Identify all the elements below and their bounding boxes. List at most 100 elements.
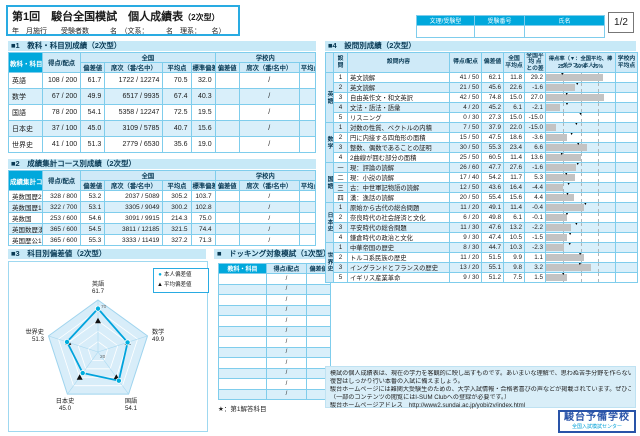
table-row: 2 英文読解 21 / 50 45.6 22.6 -1.6 ▼ <box>326 82 638 94</box>
svg-text:51.3: 51.3 <box>32 336 45 343</box>
radar-chart: 英語 61.7 数学 49.9 国語 54.1 日本史 45.0 世界史 51.3 70 20 ● 本人… <box>8 261 209 432</box>
table-row: / <box>218 357 331 369</box>
svg-text:国語: 国語 <box>125 397 137 405</box>
score-rate-bar: ▼ <box>545 92 616 104</box>
section4-title: ■4 設問別成績（2次型） <box>325 41 636 51</box>
table-row: 5 リスニング 0 / 30 27.3 15.0 -15.0 ▼ <box>326 112 638 124</box>
svg-text:英語: 英語 <box>92 280 104 288</box>
table-row: / <box>218 346 331 358</box>
table-row: 数学 1 対数の性質、ベクトルの内積 7 / 50 37.9 22.0 -15.0… <box>325 122 638 164</box>
examinee-id-table: 文理/受験型 受験番号 氏名 <box>416 15 605 38</box>
footer-line: 模試の個人成績表は、現在の学力を客観的に映し出すものです。あいまいな理解で、思わ… <box>330 370 631 377</box>
score-rate-bar: ▼ <box>545 162 616 174</box>
table-row: 国語一 現：評論の読解 26 / 60 47.7 27.6 -1.6 ▼ <box>325 162 638 204</box>
section2-title: ■2 成績集計コース別成績（2次型） <box>8 159 316 169</box>
footer-line: 駿台ホームページアドレス http://www2.sundai.ac.jp/yo… <box>330 402 526 410</box>
score-rate-bar: ▼ <box>545 192 616 204</box>
table-row: 4 鎌倉時代の政治と文化 9 / 30 47.4 10.5 -1.5 ▼ <box>326 232 638 244</box>
table-row: 英国数歴漢 365 / 600 54.5 3811 / 12185 321.5 … <box>7 223 317 235</box>
score-rate-bar: ▼ <box>545 142 616 154</box>
header-row: 教科・科目 得点/配点 偏差値 <box>218 263 331 274</box>
docking-table: 教科・科目 得点/配点 偏差値 / / / / / / / / / / / / <box>218 263 331 400</box>
score-rate-bar: ▼ <box>545 82 616 94</box>
header-row: 成績集計コース 得点/配点 全国 学校内 <box>7 170 317 191</box>
table-row: 日本史 37 / 100 45.0 3109 / 5785 40.7 15.6 … <box>7 120 317 137</box>
table-row: 三 古：中世軍記物語の読解 12 / 50 43.6 16.4 -4.4 ▼ <box>326 182 638 194</box>
header-row: 教科・科目 得点/配点 全国 学校内 <box>7 52 317 73</box>
table-row: 英数国歴1 322 / 700 53.1 3305 / 9049 300.2 1… <box>7 201 317 213</box>
footer-note: 模試の個人成績表は、現在の学力を客観的に映し出すものです。あいまいな理解で、思わ… <box>325 366 636 410</box>
table-row: 英国歴公1 365 / 600 55.3 3333 / 11419 327.2 … <box>7 234 317 246</box>
page-title: 第1回 駿台全国模試 個人成績表（2次型） <box>12 11 220 23</box>
svg-text:数学: 数学 <box>152 328 164 336</box>
table-row: 英語 108 / 200 61.7 1722 / 12274 70.5 32.0… <box>7 72 317 89</box>
id-col-name: 氏名 <box>524 15 605 26</box>
table-row: 英数国 253 / 600 54.6 3091 / 9915 214.3 75.… <box>7 212 317 224</box>
svg-text:54.1: 54.1 <box>125 405 138 412</box>
table-row: 英数国歴2 328 / 800 53.2 2037 / 5089 305.2 1… <box>7 190 317 202</box>
triangle-marker-icon: ▲ <box>157 281 163 288</box>
score-rate-bar: ▼ <box>545 262 616 274</box>
score-rate-bar: ▼ <box>545 212 616 224</box>
subject-group-label: 国語 <box>325 162 334 204</box>
subject-group-label: 英語 <box>325 72 334 124</box>
sundai-logo: 駿台予備学校 全国入試模試センター <box>558 410 636 433</box>
svg-text:70: 70 <box>101 304 107 310</box>
footer-line: 復習はしっかり行い本番の入試に備えましょう。 <box>330 378 464 386</box>
table-row: / <box>218 315 331 327</box>
header-row: 設問 設問内容 得点/配点 偏差値 全国 平均点 全国平均 点との差 得点率（▼… <box>325 51 638 74</box>
first-answer-note: ★：第1解答科目 <box>218 406 267 413</box>
footer-line: （一部のコンテンツの閲覧にはI-SUM Clubへの登録が必要です。） <box>330 394 511 402</box>
score-rate-bar: ▼ <box>545 122 616 134</box>
col-header-school: 学校内 <box>214 170 317 181</box>
table-row: / <box>218 273 331 285</box>
id-type-value <box>416 25 475 38</box>
col-header-national: 全国 <box>80 52 216 63</box>
svg-text:61.7: 61.7 <box>92 288 105 295</box>
table-row: 国語 78 / 200 54.1 5358 / 12247 72.5 19.5 … <box>7 104 317 121</box>
score-rate-bar: ▼ <box>545 172 616 184</box>
table-row: 日本史 1 原始から古代の総合問題 11 / 20 49.1 11.4 -0.4 … <box>325 202 638 244</box>
table-row: 4 2曲線が囲む部分の面積 25 / 50 60.5 11.4 13.6 ▼ <box>326 152 638 164</box>
score-rate-bar: ▼ <box>545 72 616 84</box>
table-row: / <box>218 325 331 337</box>
exam-info: 年 月施行 受験者数 名 （文系： 名 理系： 名） <box>12 28 226 35</box>
score-rate-bar: ▼ <box>545 132 616 144</box>
col-header: 成績集計コース <box>7 170 44 191</box>
col-header: 教科・科目 <box>7 52 44 73</box>
subject-group-label: 日本史 <box>325 202 334 244</box>
id-number-value <box>474 25 525 38</box>
page-indicator: 1/2 <box>608 12 634 33</box>
col-header-school: 学校内 <box>214 52 317 63</box>
section1-title: ■1 教科・科目別成績（2次型） <box>8 41 316 51</box>
score-rate-bar: ▼ <box>545 202 616 214</box>
svg-text:20: 20 <box>100 354 106 360</box>
score-rate-bar: ▼ <box>545 242 616 254</box>
id-col-number: 受験番号 <box>474 15 525 26</box>
logo-subtitle: 全国入試模試センター <box>571 424 622 430</box>
svg-text:日本史: 日本史 <box>56 397 75 405</box>
table-row: 2 奈良時代の社会経済と文化 6 / 20 49.8 6.1 -0.1 ▼ <box>326 212 638 224</box>
legend-item: ● 本人偏差値 <box>156 271 206 281</box>
score-rate-bar: ▼ <box>545 102 616 114</box>
table-row: / <box>218 294 331 306</box>
id-col-type: 文理/受験型 <box>416 15 475 26</box>
table-row: 3 整数、偶数であることの証明 30 / 50 55.3 23.4 6.6 ▼ <box>326 142 638 154</box>
table-row: 数学 67 / 200 49.9 6517 / 9935 67.4 40.3 / <box>7 88 317 105</box>
table-row: 世界史 1 中華帝国の歴史 8 / 30 44.7 10.3 -2.3 ▼ <box>325 242 638 284</box>
docking-title: ■ ドッキング対象模試（1次型） <box>214 249 332 259</box>
table-row: 5 イギリス産業革命 9 / 30 51.2 7.5 1.5 ▼ <box>326 272 638 284</box>
table-row: 3 平安時代の総合問題 11 / 30 47.6 13.2 -2.2 ▼ <box>326 222 638 234</box>
col-header-national: 全国 <box>80 170 216 181</box>
score-rate-bar: ▼ <box>545 222 616 234</box>
score-rate-bar: ▼ <box>545 252 616 264</box>
score-rate-bar: ▼ <box>545 182 616 194</box>
logo-name: 駿台予備学校 <box>564 412 630 423</box>
svg-text:49.9: 49.9 <box>152 336 165 343</box>
table-row: 2 トルコ系民族の歴史 11 / 20 51.5 9.9 1.1 ▼ <box>326 252 638 264</box>
table-row: 3 イングランドとフランスの歴史 13 / 20 55.1 9.8 3.2 ▼ <box>326 262 638 274</box>
